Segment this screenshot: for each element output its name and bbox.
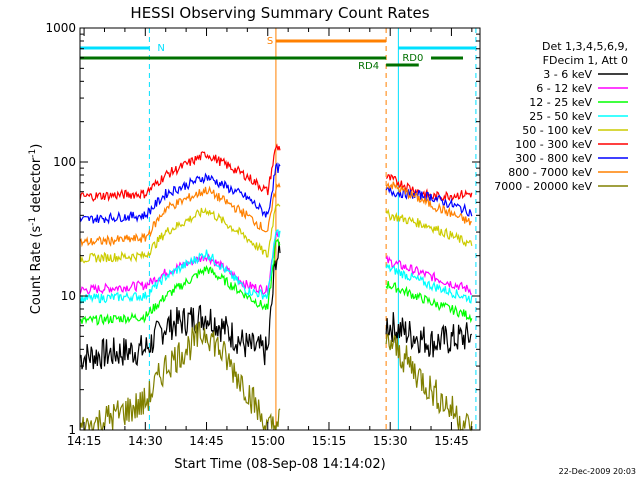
y-tick-label: 1 [68, 423, 76, 437]
x-tick-label: 15:15 [312, 434, 347, 448]
series-line-2 [79, 238, 473, 326]
legend-entry-label: 6 - 12 keV [536, 82, 592, 95]
x-tick-label: 15:45 [434, 434, 469, 448]
legend: Det 1,3,4,5,6,9, FDecim 1, Att 0 3 - 6 k… [494, 40, 628, 193]
x-tick-label: 14:15 [67, 434, 102, 448]
decim-label-rd4: RD4 [358, 61, 379, 72]
legend-entry-label: 50 - 100 keV [522, 124, 592, 137]
legend-entry-label: 7000 - 20000 keV [494, 180, 592, 193]
series-line-1 [79, 230, 472, 296]
decim-label-rd0: RD0 [402, 53, 423, 64]
x-tick-label: 15:00 [250, 434, 285, 448]
legend-entry-label: 3 - 6 keV [543, 68, 592, 81]
series-line-3 [79, 229, 473, 304]
legend-entry-label: 12 - 25 keV [529, 96, 592, 109]
saa-label: S [267, 36, 273, 47]
chart-title: HESSI Observing Summary Count Rates [130, 4, 429, 22]
legend-entry-label: 100 - 300 keV [515, 138, 592, 151]
series-line-7 [79, 181, 473, 248]
series-line-4 [79, 203, 473, 264]
legend-entry-label: 800 - 7000 keV [508, 166, 592, 179]
x-axis-label: Start Time (08-Sep-08 14:14:02) [174, 457, 385, 472]
y-axis-label: Count Rate (s-1 detector-1) [28, 144, 44, 315]
x-tick-label: 14:30 [128, 434, 163, 448]
footer-date: 22-Dec-2009 20:03 [559, 467, 636, 476]
legend-entry-label: 300 - 800 keV [515, 152, 592, 165]
series-line-6 [79, 162, 473, 225]
y-tick-label: 1000 [45, 21, 76, 35]
series-line-8 [79, 321, 473, 432]
plot-frame [79, 27, 481, 431]
y-tick-label: 100 [53, 155, 76, 169]
series-line-0 [79, 241, 473, 370]
legend-entry-label: 25 - 50 keV [529, 110, 592, 123]
legend-header-line-2: FDecim 1, Att 0 [543, 54, 628, 67]
x-tick-label: 15:30 [373, 434, 408, 448]
x-tick-label: 14:45 [189, 434, 224, 448]
legend-header-line-1: Det 1,3,4,5,6,9, [542, 40, 628, 53]
night-label: N [157, 43, 164, 54]
y-tick-label: 10 [61, 289, 76, 303]
